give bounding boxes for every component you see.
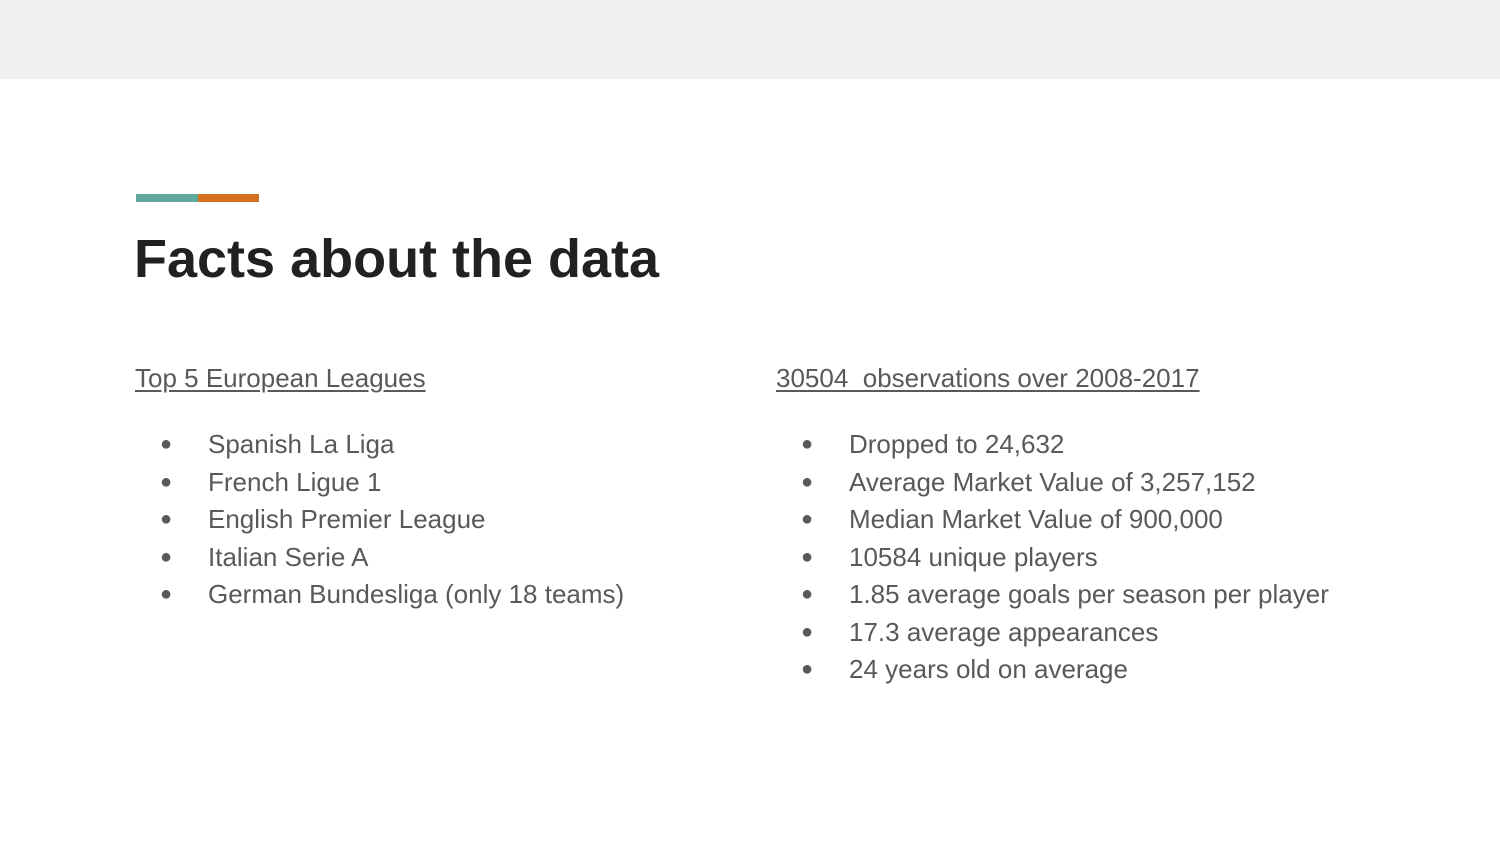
list-item: ● Spanish La Liga (135, 426, 735, 464)
list-item-text: Median Market Value of 900,000 (849, 504, 1223, 534)
bullet-icon: ● (801, 470, 814, 493)
list-item-text: Spanish La Liga (208, 429, 395, 459)
accent-bar-teal (136, 194, 198, 202)
list-item-text: German Bundesliga (only 18 teams) (208, 579, 625, 609)
bullet-icon: ● (801, 508, 814, 530)
list-item-text: 1.85 average goals per season per player (849, 579, 1329, 609)
left-column-heading: Top 5 European Leagues (135, 363, 426, 393)
bullet-icon: ● (801, 545, 814, 568)
bullet-icon: ● (801, 583, 814, 605)
left-column: Top 5 European Leagues ● Spanish La Liga … (135, 358, 735, 614)
list-item: ● Italian Serie A (135, 539, 735, 577)
list-item-text: Dropped to 24,632 (849, 429, 1065, 459)
list-item: ● Dropped to 24,632 (776, 426, 1466, 464)
bullet-icon: ● (160, 470, 173, 493)
list-item: ● German Bundesliga (only 18 teams) (135, 576, 735, 614)
list-item: ● 24 years old on average (776, 651, 1466, 689)
right-column-heading: 30504 observations over 2008-2017 (776, 363, 1200, 393)
bullet-icon: ● (801, 658, 814, 680)
list-item-text: Average Market Value of 3,257,152 (849, 466, 1256, 497)
right-bullet-list: ● Dropped to 24,632 ● Average Market Value… (776, 426, 1466, 689)
right-column: 30504 observations over 2008-2017 ● Dropp… (776, 358, 1466, 689)
list-item: ● 10584 unique players (776, 539, 1466, 577)
list-item-text: 10584 unique players (849, 541, 1098, 572)
slide-title: Facts about the data (134, 229, 660, 289)
list-item: ● Average Market Value of 3,257,152 (776, 464, 1466, 502)
list-item: ● French Ligue 1 (135, 464, 735, 502)
bullet-icon: ● (801, 433, 814, 455)
left-bullet-list: ● Spanish La Liga ● French Ligue 1 ● Englis… (135, 426, 735, 614)
accent-bar-orange (198, 194, 259, 202)
list-item-text: 17.3 average appearances (849, 616, 1159, 647)
top-bar (0, 0, 1500, 79)
bullet-icon: ● (801, 620, 814, 643)
list-item-text: French Ligue 1 (208, 466, 382, 497)
bullet-icon: ● (160, 545, 173, 568)
list-item: ● 1.85 average goals per season per playe… (776, 576, 1466, 614)
list-item-text: Italian Serie A (208, 541, 369, 572)
bullet-icon: ● (160, 583, 173, 605)
list-item: ● Median Market Value of 900,000 (776, 501, 1466, 539)
list-item: ● English Premier League (135, 501, 735, 539)
bullet-icon: ● (160, 508, 173, 530)
list-item: ● 17.3 average appearances (776, 614, 1466, 652)
slide: Facts about the data Top 5 European Leag… (0, 79, 1500, 843)
list-item-text: English Premier League (208, 504, 486, 534)
bullet-icon: ● (160, 433, 173, 455)
list-item-text: 24 years old on average (849, 654, 1128, 684)
